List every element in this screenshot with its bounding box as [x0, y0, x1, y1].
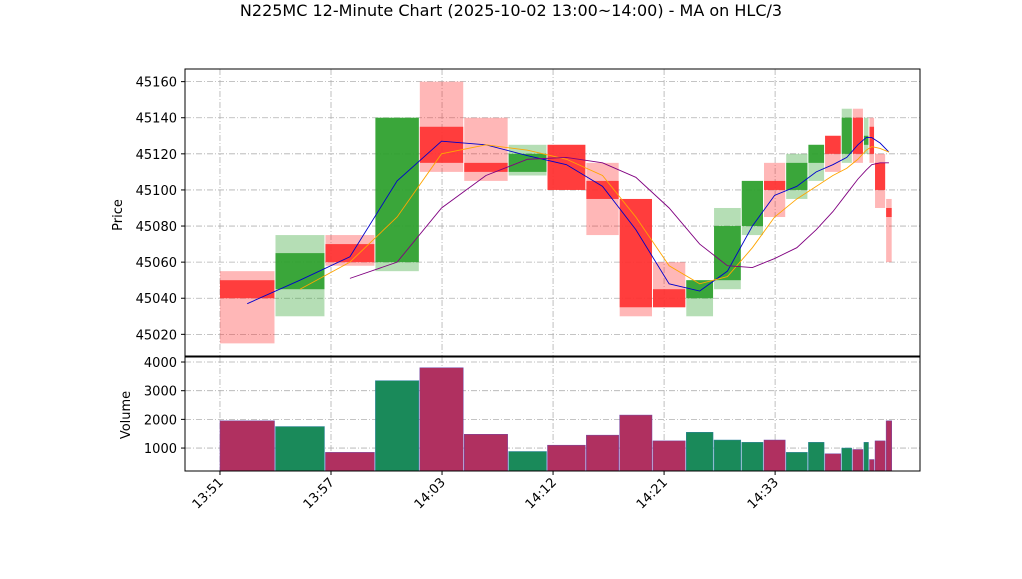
candle [652, 262, 686, 308]
volume-bar [219, 420, 275, 472]
candle-body [786, 162, 808, 190]
volume-bar [325, 452, 375, 472]
v-tick-label: 4000 [144, 356, 177, 371]
candle-body [886, 207, 892, 218]
volume-bar [586, 434, 619, 472]
candle-body [714, 226, 741, 281]
candle-body [741, 180, 764, 227]
volume-bar [824, 453, 841, 472]
candle-body [275, 253, 325, 290]
volume-bar [463, 434, 508, 472]
y-axis-label: Price [111, 199, 126, 231]
y-tick-label: 45140 [136, 112, 177, 127]
volume-bar [869, 459, 875, 472]
volume-bar [852, 449, 864, 472]
volume-bar [808, 442, 825, 472]
ma-line [349, 156, 889, 279]
volume-bar [863, 442, 869, 472]
candle-body [325, 244, 375, 263]
volume-bar [686, 432, 714, 472]
candle [886, 198, 892, 263]
price-frame [184, 68, 921, 357]
candle-body [869, 126, 875, 154]
candle [508, 144, 547, 176]
candle-body [547, 144, 586, 190]
candle [464, 117, 508, 181]
candle-body [764, 180, 786, 190]
candle [764, 162, 786, 218]
y-tick-label: 45060 [136, 256, 177, 271]
ma-line [247, 137, 890, 305]
volume-bar [275, 426, 325, 472]
candle-body [652, 289, 686, 308]
candle-body [875, 162, 886, 190]
candle [219, 271, 275, 344]
v-tick-label: 3000 [144, 385, 177, 400]
candle [825, 135, 841, 172]
volume-bar [713, 439, 742, 472]
candle-body [464, 162, 508, 172]
candle [375, 117, 419, 272]
candle [586, 162, 619, 236]
volume-bar [785, 452, 808, 472]
y-tick-label: 45020 [136, 328, 177, 343]
candle-body [825, 135, 841, 154]
candle [275, 235, 325, 317]
volume-bar [375, 380, 420, 472]
candle [686, 280, 714, 317]
v-tick-label: 2000 [144, 413, 177, 428]
volume-bar [763, 439, 786, 472]
y-tick-label: 45160 [136, 76, 177, 91]
candle [863, 117, 869, 154]
volume-bar [841, 447, 853, 472]
ma-line [299, 144, 890, 290]
y-tick-label: 45120 [136, 148, 177, 163]
candle-body [219, 280, 275, 299]
candle [786, 153, 808, 199]
candle [419, 81, 464, 172]
volume-bar [885, 420, 892, 472]
volume-bar [508, 451, 547, 472]
volume-frame [184, 356, 921, 472]
candle [808, 144, 825, 181]
volume-bar [741, 442, 764, 472]
chart-title: N225MC 12-Minute Chart (2025-10-02 13:00… [240, 1, 782, 20]
volume-bar [874, 440, 886, 472]
candle-body [419, 126, 464, 163]
candle-body [852, 117, 863, 154]
candle-wick [886, 198, 892, 263]
candle-body [841, 117, 852, 154]
candle-body [808, 144, 825, 163]
candle [619, 198, 652, 317]
candle [875, 153, 886, 208]
volume-axis-label: Volume [119, 391, 134, 439]
v-tick-label: 1000 [144, 442, 177, 457]
candle [852, 108, 863, 163]
candle [547, 144, 586, 190]
volume-bar [547, 444, 586, 472]
volume-bar [419, 367, 464, 472]
candle-body [508, 153, 547, 172]
candle [325, 235, 375, 266]
candle [869, 117, 875, 163]
y-tick-label: 45040 [136, 292, 177, 307]
candle [841, 108, 852, 163]
candle-body [375, 117, 419, 263]
candle-body [863, 135, 869, 145]
candle-body [686, 280, 714, 299]
volume-bar [619, 414, 653, 472]
y-tick-label: 45100 [136, 184, 177, 199]
candle [741, 180, 764, 236]
volume-bar [652, 440, 686, 472]
y-tick-label: 45080 [136, 220, 177, 235]
